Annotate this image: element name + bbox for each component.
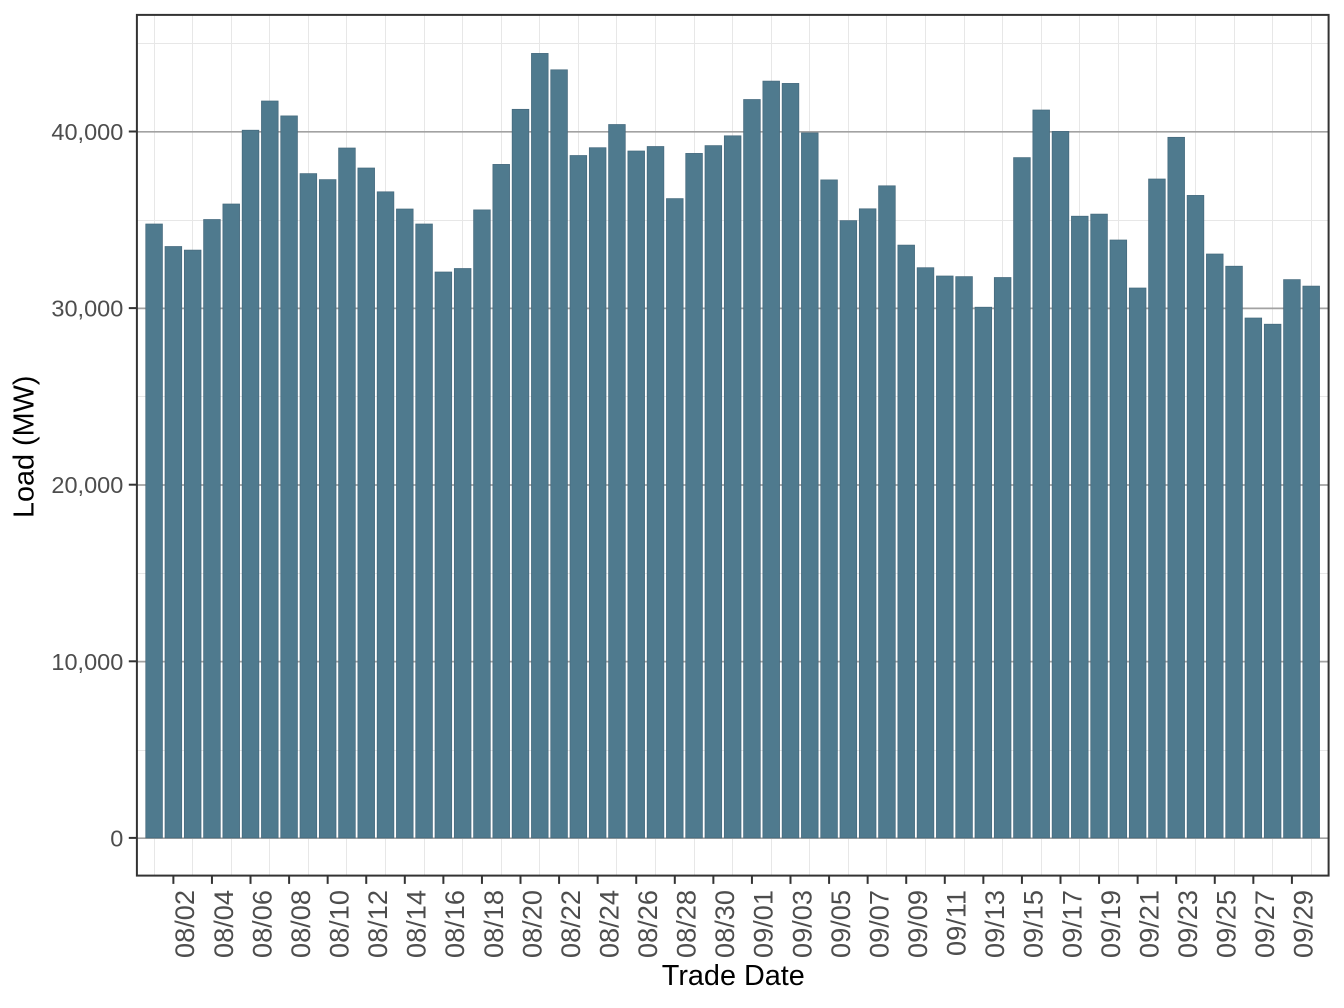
svg-text:09/15: 09/15 [1018,890,1049,958]
svg-text:08/02: 08/02 [169,890,200,958]
svg-text:Trade Date: Trade Date [662,960,805,992]
svg-text:09/29: 09/29 [1288,890,1319,958]
svg-text:09/05: 09/05 [825,890,856,958]
svg-text:20,000: 20,000 [51,472,123,498]
svg-text:09/01: 09/01 [748,890,779,958]
svg-text:08/18: 08/18 [478,890,509,958]
svg-text:09/19: 09/19 [1095,890,1126,958]
svg-text:08/04: 08/04 [208,890,239,958]
svg-text:09/23: 09/23 [1172,890,1203,958]
svg-text:08/30: 08/30 [709,890,740,958]
svg-text:08/24: 08/24 [593,890,624,958]
svg-text:08/28: 08/28 [671,890,702,958]
svg-text:08/20: 08/20 [516,890,547,958]
svg-text:08/22: 08/22 [555,890,586,958]
svg-text:Load (MW): Load (MW) [9,376,41,518]
svg-text:08/14: 08/14 [401,890,432,958]
svg-text:09/09: 09/09 [902,890,933,958]
svg-text:09/17: 09/17 [1056,890,1087,958]
svg-text:09/13: 09/13 [979,890,1010,958]
svg-text:40,000: 40,000 [51,119,123,145]
svg-text:09/27: 09/27 [1249,890,1280,958]
svg-text:09/07: 09/07 [863,890,894,958]
svg-text:09/11: 09/11 [941,890,972,956]
svg-text:10,000: 10,000 [51,649,123,675]
svg-text:08/12: 08/12 [362,890,393,958]
svg-text:09/03: 09/03 [786,890,817,958]
svg-text:09/21: 09/21 [1133,890,1164,958]
svg-text:0: 0 [110,825,123,851]
svg-text:09/25: 09/25 [1211,890,1242,958]
svg-text:08/26: 08/26 [632,890,663,958]
svg-text:08/10: 08/10 [323,890,354,958]
svg-text:08/08: 08/08 [285,890,316,958]
svg-text:08/16: 08/16 [439,890,470,958]
svg-text:30,000: 30,000 [51,296,123,322]
svg-text:08/06: 08/06 [246,890,277,958]
